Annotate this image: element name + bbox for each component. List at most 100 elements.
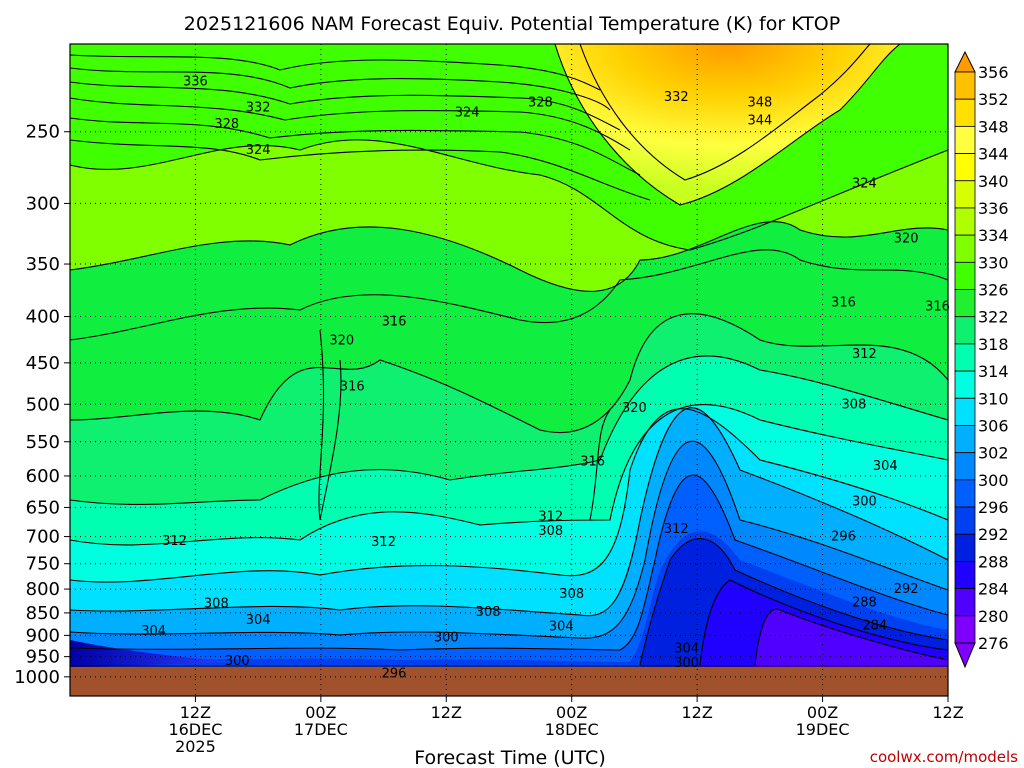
y-tick-label: 500	[26, 394, 60, 415]
contour-label: 316	[831, 296, 856, 311]
colorbar-swatch	[954, 343, 976, 372]
y-tick-label: 350	[26, 254, 60, 275]
colorbar-label: 296	[978, 498, 1009, 517]
contour-labels: 336 332 328 324 324 328 332 348 344 324 320 316 316 3…	[141, 74, 950, 681]
colorbar-label: 356	[978, 63, 1009, 82]
contour-label: 308	[842, 397, 867, 412]
colorbar-swatch	[954, 153, 976, 182]
x-tick-label: 12Z	[932, 703, 963, 722]
colorbar-swatch	[954, 506, 976, 535]
colorbar-swatch	[954, 125, 976, 154]
contour-label: 300	[225, 654, 250, 669]
contour-label: 316	[925, 300, 950, 315]
band-warm-pocket	[555, 44, 900, 205]
colorbar-swatch	[954, 615, 976, 644]
y-tick-label: 950	[26, 647, 60, 668]
colorbar-swatch	[954, 71, 976, 100]
y-axis: 2503003504004505005506006507007508008509…	[14, 122, 70, 688]
y-tick-label: 400	[26, 307, 60, 328]
band-cold-fan	[70, 640, 230, 668]
contour-label: 312	[664, 522, 689, 537]
contour-label: 332	[664, 90, 689, 105]
x-tick-label: 12Z	[681, 703, 712, 722]
x-tick-label: 16DEC	[168, 720, 222, 739]
colorbar-arrow-top	[954, 50, 976, 73]
contour-label: 324	[852, 176, 877, 191]
y-tick-label: 300	[26, 193, 60, 214]
contour-label: 312	[371, 535, 396, 550]
colorbar-swatch	[954, 452, 976, 481]
colorbar-swatch	[954, 561, 976, 590]
contour-label: 296	[831, 530, 856, 545]
contour-label: 336	[183, 74, 208, 89]
contour-label: 312	[162, 534, 187, 549]
contour-label: 312	[538, 509, 563, 524]
contour-label: 316	[580, 454, 605, 469]
x-tick-label: 18DEC	[545, 720, 599, 739]
contour-label: 324	[455, 105, 480, 120]
y-tick-label: 700	[26, 527, 60, 548]
contour-label: 288	[852, 596, 877, 611]
colorbar-swatch	[954, 289, 976, 318]
contour-label: 304	[549, 620, 574, 635]
contour-label: 316	[340, 380, 365, 395]
colorbar-label: 344	[978, 145, 1009, 164]
y-tick-label: 450	[26, 353, 60, 374]
y-tick-label: 1000	[14, 667, 60, 688]
colorbar-label: 340	[978, 172, 1009, 191]
contour-label: 300	[852, 494, 877, 509]
colorbar-label: 318	[978, 335, 1009, 354]
chart-title: 2025121606 NAM Forecast Equiv. Potential…	[184, 13, 840, 35]
colorbar-label: 306	[978, 416, 1009, 435]
colorbar-label: 276	[978, 634, 1009, 653]
colorbar-label: 330	[978, 253, 1009, 272]
colorbar-arrow-bottom	[954, 642, 976, 669]
colorbar-swatch	[954, 234, 976, 263]
colorbar-label: 326	[978, 281, 1009, 300]
y-tick-label: 850	[26, 603, 60, 624]
x-tick-label: 00Z	[556, 703, 587, 722]
colorbar-swatch	[954, 425, 976, 454]
colorbar-label: 352	[978, 90, 1009, 109]
x-axis-label: Forecast Time (UTC)	[414, 747, 605, 768]
x-tick-label: 17DEC	[294, 720, 348, 739]
colorbar-label: 334	[978, 226, 1009, 245]
x-tick-label: 00Z	[807, 703, 838, 722]
y-tick-label: 800	[26, 579, 60, 600]
contour-label: 320	[894, 232, 919, 247]
colorbar-label: 302	[978, 444, 1009, 463]
contour-label: 304	[141, 624, 166, 639]
x-tick-label: 19DEC	[796, 720, 850, 739]
colorbar-label: 348	[978, 117, 1009, 136]
contour-label: 320	[622, 401, 647, 416]
colorbar-swatch	[954, 533, 976, 562]
colorbar-label: 288	[978, 552, 1009, 571]
x-tick-label: 2025	[175, 737, 216, 756]
colorbar-swatch	[954, 397, 976, 426]
contour-label: 296	[382, 667, 407, 682]
colorbar-swatch	[954, 207, 976, 236]
y-tick-label: 650	[26, 497, 60, 518]
contour-label: 344	[747, 114, 772, 129]
colorbar-swatch	[954, 479, 976, 508]
colorbar-label: 280	[978, 607, 1009, 626]
contour-label: 284	[862, 619, 887, 634]
contour-lines	[70, 44, 948, 666]
colorbar-label: 310	[978, 389, 1009, 408]
contour-label: 304	[674, 641, 699, 656]
y-tick-label: 750	[26, 554, 60, 575]
contour-label: 292	[894, 582, 919, 597]
colorbar-swatch	[954, 588, 976, 617]
contour-label: 332	[246, 100, 271, 115]
colorbar-label: 292	[978, 525, 1009, 544]
contour-label: 308	[538, 524, 563, 539]
colorbar-label: 284	[978, 580, 1009, 599]
contour-label: 312	[852, 347, 877, 362]
contour-label: 316	[382, 314, 407, 329]
contour-label: 308	[204, 597, 229, 612]
x-tick-label: 00Z	[305, 703, 336, 722]
x-tick-label: 12Z	[431, 703, 462, 722]
contour-label: 320	[329, 333, 354, 348]
contour-label: 304	[873, 459, 898, 474]
